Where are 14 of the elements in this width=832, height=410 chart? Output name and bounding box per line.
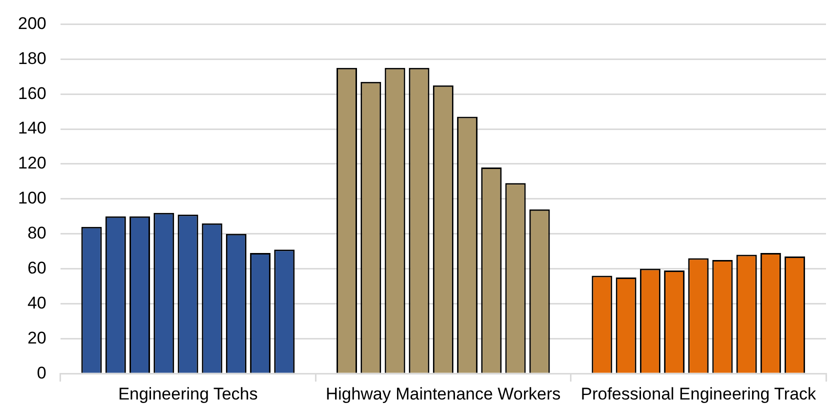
x-tick-label: Engineering Techs [118, 384, 258, 404]
x-tick-label: Professional Engineering Track [580, 384, 817, 404]
x-tick-label: Highway Maintenance Workers [326, 384, 561, 404]
y-tick-label: 0 [36, 363, 46, 382]
y-tick-label: 160 [18, 84, 46, 103]
y-tick-label: 200 [18, 14, 46, 33]
y-tick-label: 80 [27, 224, 46, 243]
y-tick-label: 120 [18, 154, 46, 173]
y-tick-label: 20 [27, 328, 46, 348]
y-tick-label: 180 [18, 48, 46, 68]
y-tick-label: 40 [27, 293, 46, 312]
y-tick-label: 60 [27, 258, 46, 278]
y-tick-label: 140 [18, 118, 46, 138]
y-tick-label: 100 [18, 188, 46, 208]
